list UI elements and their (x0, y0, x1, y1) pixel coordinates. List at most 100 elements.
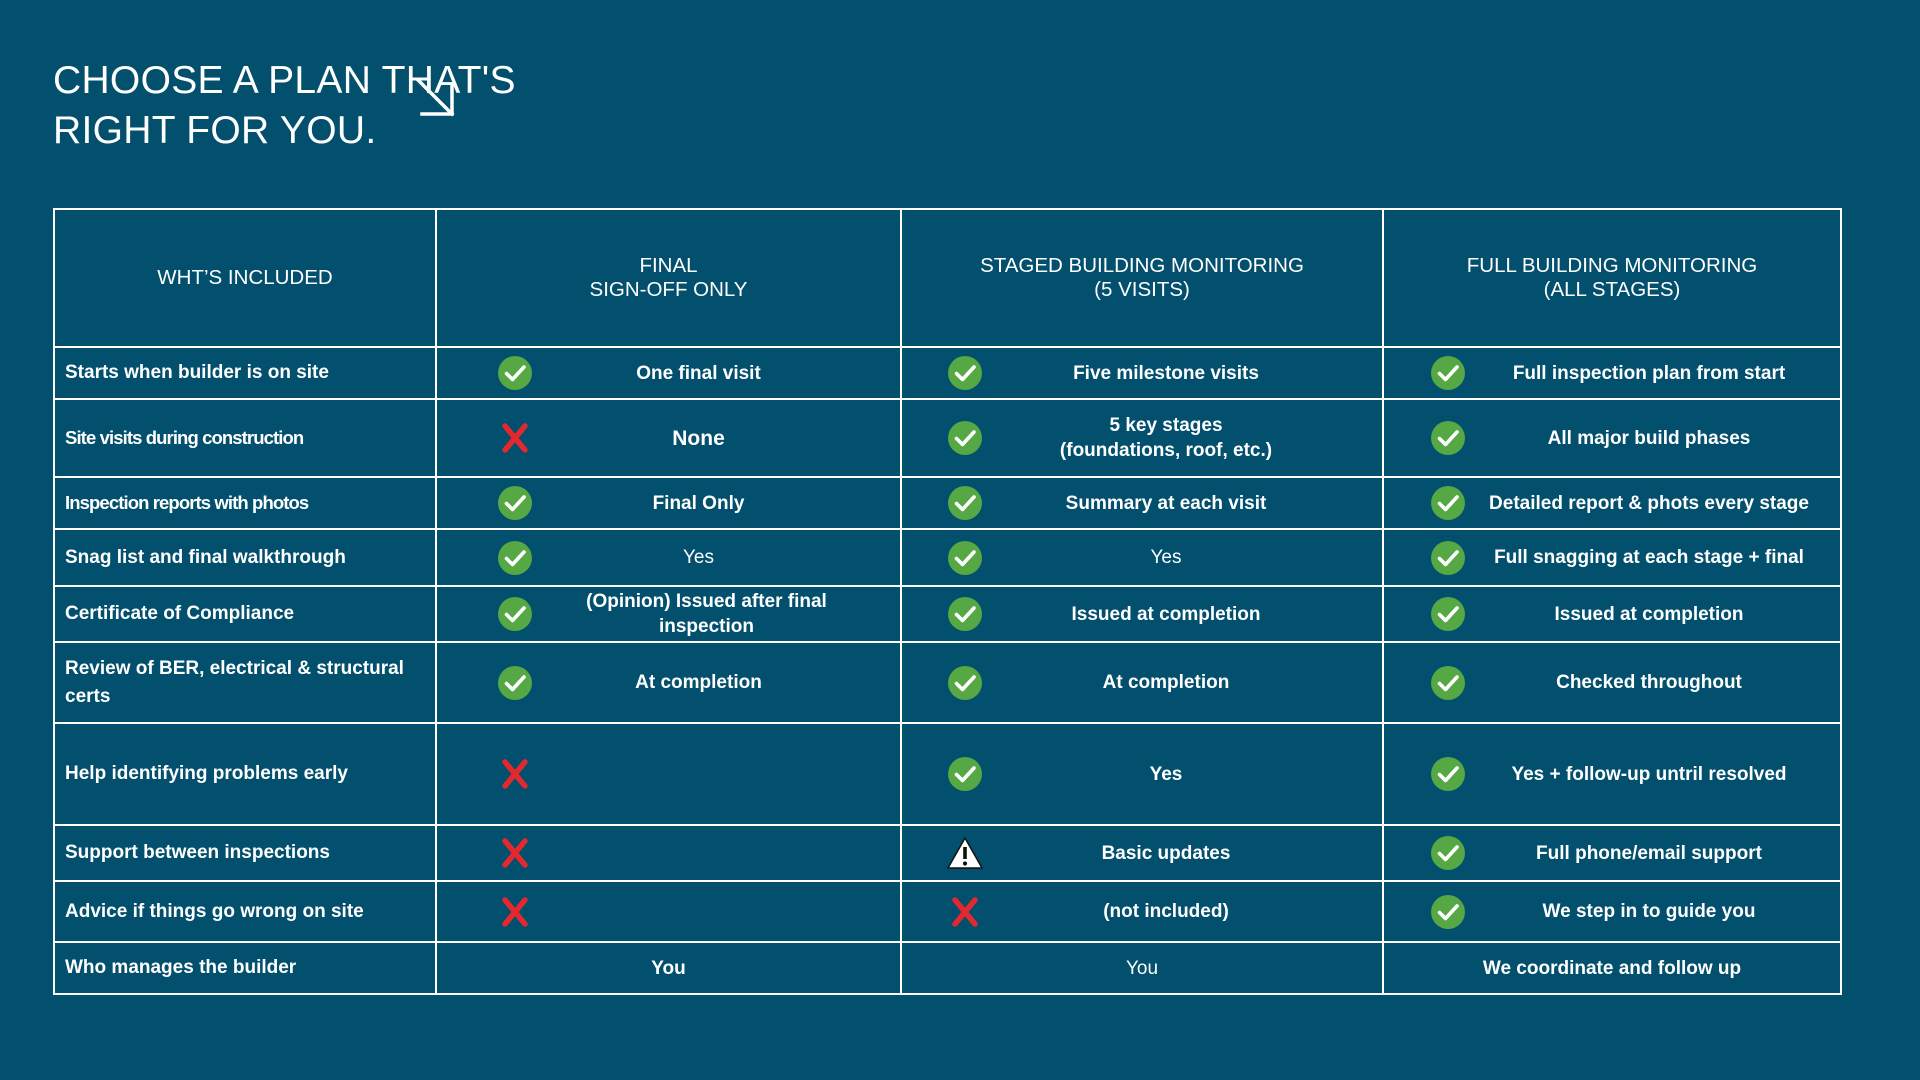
feature-label: Site visits during construction (53, 398, 437, 478)
plan-cell-c1: None (435, 398, 902, 478)
header-line: WHT’S INCLUDED (157, 266, 333, 289)
cell-text: Yes (1149, 763, 1183, 785)
cell-content: You (437, 956, 900, 981)
cell-content: One final visit (437, 356, 900, 390)
cell-content: None (437, 423, 900, 453)
arrow-down-right-icon (415, 77, 455, 117)
cell-text: 5 key stages (1109, 415, 1223, 436)
header-line: SIGN-OFF ONLY (589, 278, 748, 301)
plan-cell-c2: Summary at each visit (900, 476, 1384, 530)
table-row: Advice if things go wrong on site (not in… (53, 880, 1842, 943)
title-line-2: RIGHT FOR YOU. (53, 109, 377, 153)
check-icon (498, 665, 532, 700)
plan-cell-c3: Full phone/email support (1382, 824, 1842, 882)
table-row: Starts when builder is on site One final … (53, 346, 1842, 400)
cross-icon (502, 423, 528, 453)
cell-content: Yes (437, 540, 900, 575)
plan-cell-c3: Detailed report & phots every stage (1382, 476, 1842, 530)
cell-content: 5 key stages (foundations, roof, etc.) (902, 413, 1382, 463)
cell-text: Yes (1150, 547, 1182, 568)
check-icon (948, 356, 982, 390)
table-row: Help identifying problems early Yes Yes + … (53, 722, 1842, 826)
plan-cell-c2: Yes (900, 722, 1384, 826)
plan-cell-c1: Yes (435, 528, 902, 587)
cell-text: Final Only (652, 492, 745, 514)
cell-content: Full phone/email support (1384, 836, 1840, 870)
plan-cell-c3: Checked throughout (1382, 641, 1842, 724)
cell-text: Issued at completion (1554, 603, 1744, 625)
plan-cell-c2: Issued at completion (900, 585, 1384, 643)
cell-content: (not included) (902, 896, 1382, 927)
check-icon (498, 486, 532, 520)
plan-cell-c3: Full snagging at each stage + final (1382, 528, 1842, 587)
plan-cell-c1: At completion (435, 641, 902, 724)
check-icon (1431, 540, 1465, 575)
plan-cell-c3: We coordinate and follow up (1382, 941, 1842, 995)
plan-cell-c2: (not included) (900, 880, 1384, 943)
cell-text: Summary at each visit (1065, 492, 1267, 514)
table-row: Snag list and final walkthrough Yes Yes Ful… (53, 528, 1842, 587)
plan-cell-c1 (435, 722, 902, 826)
cell-content: We coordinate and follow up (1384, 956, 1840, 981)
cell-content: Summary at each visit (902, 486, 1382, 520)
plan-cell-c3: We step in to guide you (1382, 880, 1842, 943)
cell-content: (Opinion) Issued after final inspection (437, 589, 900, 639)
cell-text: Issued at completion (1071, 603, 1261, 625)
cell-text: (foundations, roof, etc.) (1059, 440, 1273, 461)
feature-label: Advice if things go wrong on site (53, 880, 437, 943)
plan-cell-c2: You (900, 941, 1384, 995)
cell-content: We step in to guide you (1384, 894, 1840, 929)
cell-text: Five milestone visits (1073, 362, 1259, 384)
cell-text: Full snagging at each stage + final (1494, 547, 1804, 568)
table-row: Who manages the builder You You We coordina… (53, 941, 1842, 995)
cell-text: Full phone/email support (1536, 842, 1762, 864)
check-icon (498, 597, 532, 631)
check-icon (1431, 356, 1465, 390)
cell-text: We coordinate and follow up (1482, 957, 1742, 979)
cell-text: At completion (635, 672, 762, 693)
table-row: Certificate of Compliance (Opinion) Issue… (53, 585, 1842, 643)
cell-content: At completion (437, 665, 900, 700)
header-line: STAGED BUILDING MONITORING (980, 254, 1304, 277)
check-icon (948, 665, 982, 700)
cell-content: Yes (902, 757, 1382, 791)
feature-label: Support between inspections (53, 824, 437, 882)
table-row: Site visits during construction None 5 key… (53, 398, 1842, 478)
plan-cell-c1 (435, 824, 902, 882)
feature-label: Who manages the builder (53, 941, 437, 995)
cell-text: Full inspection plan from start (1512, 362, 1786, 384)
cell-content: Full inspection plan from start (1384, 356, 1840, 390)
cell-text: Yes (683, 547, 714, 568)
cell-text: (not included) (1103, 901, 1229, 922)
page-title: CHOOSE A PLAN THAT'S RIGHT FOR YOU. (53, 56, 516, 156)
cell-text: Yes + follow-up untril resolved (1511, 763, 1787, 785)
header-line: (5 VISITS) (1094, 278, 1190, 301)
check-icon (1431, 665, 1465, 700)
cell-content: Five milestone visits (902, 356, 1382, 390)
header-line: FULL BUILDING MONITORING (1466, 254, 1758, 277)
table-row: Review of BER, electrical & structural c… (53, 641, 1842, 724)
cell-content: Detailed report & phots every stage (1384, 486, 1840, 520)
check-icon (498, 356, 532, 390)
cell-content: Issued at completion (1384, 597, 1840, 631)
feature-label: Snag list and final walkthrough (53, 528, 437, 587)
plan-cell-c1: One final visit (435, 346, 902, 400)
cell-text: None (672, 426, 725, 450)
plan-cell-c2: Five milestone visits (900, 346, 1384, 400)
plan-cell-c3: Issued at completion (1382, 585, 1842, 643)
header-whats-included: WHT’S INCLUDED (53, 208, 437, 348)
check-icon (498, 540, 532, 575)
plan-cell-c1 (435, 880, 902, 943)
check-icon (1431, 421, 1465, 455)
plan-cell-c2: Yes (900, 528, 1384, 587)
table-header-row: WHT’S INCLUDED FINAL SIGN-OFF ONLY STAGE… (53, 208, 1842, 348)
cell-content: Yes (902, 540, 1382, 575)
cross-icon (502, 759, 528, 789)
cell-text: Detailed report & phots every stage (1489, 492, 1809, 514)
cell-text: All major build phases (1547, 427, 1751, 449)
cell-content: All major build phases (1384, 421, 1840, 455)
cell-text: One final visit (636, 362, 761, 384)
cell-content: Final Only (437, 486, 900, 520)
plan-cell-c3: All major build phases (1382, 398, 1842, 478)
plan-cell-c2: Basic updates (900, 824, 1384, 882)
